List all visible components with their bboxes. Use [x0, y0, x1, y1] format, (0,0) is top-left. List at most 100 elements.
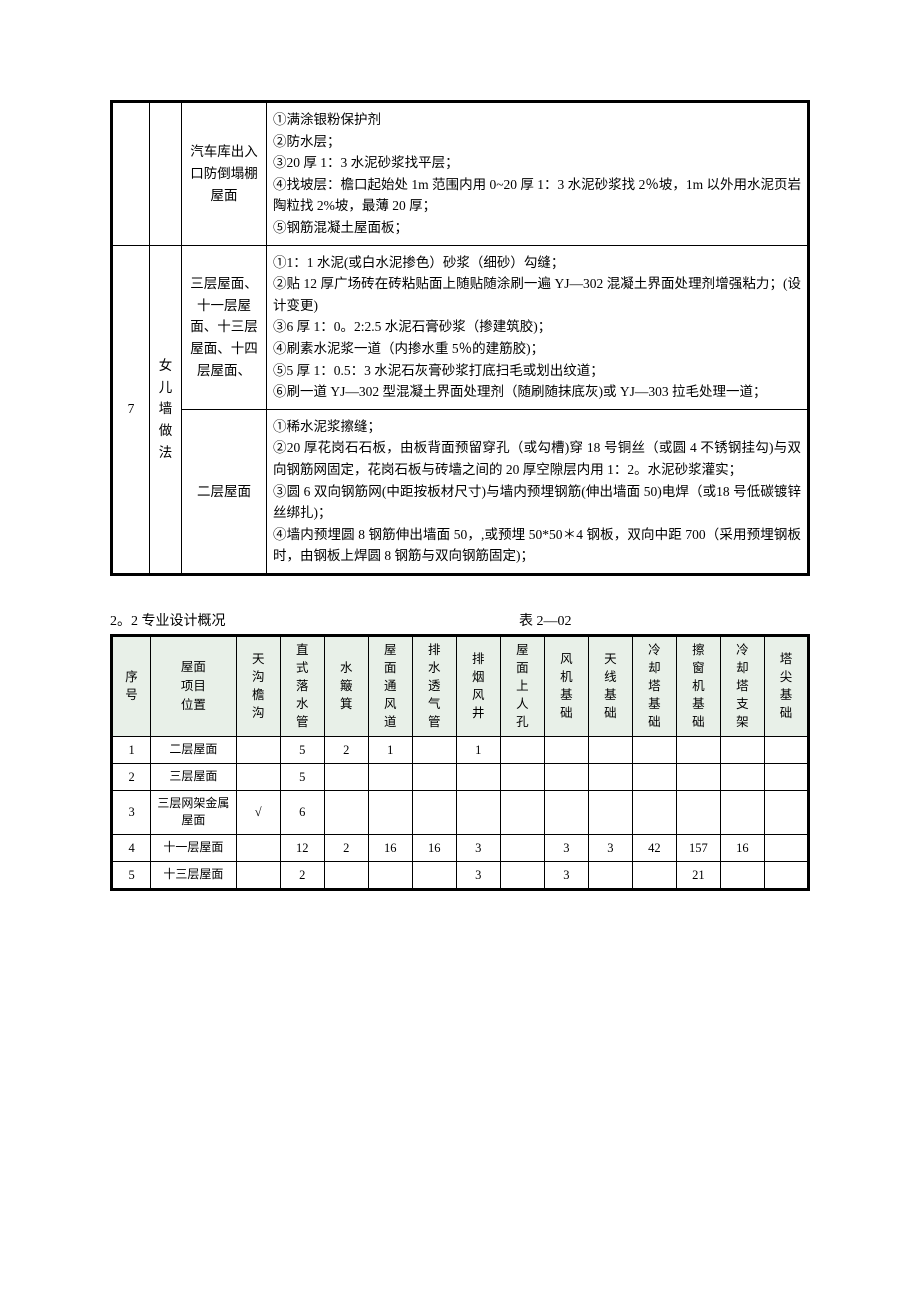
table-cell [544, 763, 588, 790]
table-cell: 十三层屋面 [151, 861, 237, 889]
column-header: 风机基础 [544, 635, 588, 736]
table-cell: 16 [720, 834, 764, 861]
table-cell [632, 790, 676, 834]
table-cell: 12 [280, 834, 324, 861]
table-cell [588, 736, 632, 763]
table-cell [632, 736, 676, 763]
design-overview-table: 序号屋面项目位置天沟檐沟直式落水管水簸箕屋面通风道排水透气管排烟风井屋面上人孔风… [110, 634, 810, 891]
table-cell: √ [236, 790, 280, 834]
table-cell: 2 [324, 834, 368, 861]
table-cell [764, 736, 808, 763]
table-cell [500, 736, 544, 763]
table-cell [720, 736, 764, 763]
table-cell [676, 736, 720, 763]
table-cell [500, 861, 544, 889]
row-location: 三层屋面、十一层屋面、十三层屋面、十四层屋面、 [182, 245, 267, 409]
column-header: 冷却塔基础 [632, 635, 676, 736]
table-cell [544, 790, 588, 834]
table-cell [720, 763, 764, 790]
table-cell: 三层屋面 [151, 763, 237, 790]
table-cell [632, 763, 676, 790]
column-header: 天沟檐沟 [236, 635, 280, 736]
table-cell [324, 763, 368, 790]
table-cell [720, 790, 764, 834]
table-cell [500, 790, 544, 834]
table-cell [324, 790, 368, 834]
table-cell: 3 [588, 834, 632, 861]
table-cell [588, 861, 632, 889]
column-header: 塔尖基础 [764, 635, 808, 736]
table-row: 1二层屋面5211 [112, 736, 809, 763]
table-cell: 3 [112, 790, 151, 834]
column-header: 序号 [112, 635, 151, 736]
table-row: 3三层网架金属屋面√6 [112, 790, 809, 834]
table-cell [412, 861, 456, 889]
table-cell: 16 [412, 834, 456, 861]
table-cell: 1 [368, 736, 412, 763]
table-cell: 三层网架金属屋面 [151, 790, 237, 834]
column-header: 屋面通风道 [368, 635, 412, 736]
column-header: 天线基础 [588, 635, 632, 736]
table-cell: 3 [456, 861, 500, 889]
table-cell [456, 790, 500, 834]
table-cell [676, 763, 720, 790]
table-cell: 十一层屋面 [151, 834, 237, 861]
table-cell [412, 763, 456, 790]
table-cell [368, 763, 412, 790]
table-cell [236, 763, 280, 790]
table-cell [412, 736, 456, 763]
table-cell [544, 736, 588, 763]
table-cell [588, 763, 632, 790]
table-row: 5十三层屋面23321 [112, 861, 809, 889]
table-cell: 1 [112, 736, 151, 763]
table-cell [236, 736, 280, 763]
table-cell [368, 790, 412, 834]
table-cell: 3 [456, 834, 500, 861]
table-cell [764, 790, 808, 834]
row-location: 汽车库出入口防倒塌棚屋面 [182, 102, 267, 246]
row-category [150, 102, 182, 246]
row-index: 7 [112, 245, 150, 574]
row-description: ①1：1 水泥(或白水泥掺色）砂浆（细砂）勾缝； ②贴 12 厚广场砖在砖粘贴面… [267, 245, 809, 409]
table-cell: 157 [676, 834, 720, 861]
table-cell: 5 [280, 736, 324, 763]
table-cell: 6 [280, 790, 324, 834]
row-index [112, 102, 150, 246]
table-cell: 21 [676, 861, 720, 889]
table-cell: 4 [112, 834, 151, 861]
section-title-row: 2。2 专业设计概况 表 2—02 [110, 610, 810, 630]
table-cell [676, 790, 720, 834]
table-cell [456, 763, 500, 790]
column-header: 擦窗机基础 [676, 635, 720, 736]
column-header: 直式落水管 [280, 635, 324, 736]
table-cell [588, 790, 632, 834]
table-cell: 42 [632, 834, 676, 861]
table-cell [764, 834, 808, 861]
table-row: 2三层屋面5 [112, 763, 809, 790]
table-cell [236, 834, 280, 861]
table-cell: 5 [280, 763, 324, 790]
row-description: ①满涂银粉保护剂 ②防水层； ③20 厚 1：3 水泥砂浆找平层； ④找坡层：檐… [267, 102, 809, 246]
table-cell [412, 790, 456, 834]
table-row: 4十一层屋面12216163334215716 [112, 834, 809, 861]
column-header: 屋面项目位置 [151, 635, 237, 736]
column-header: 排烟风井 [456, 635, 500, 736]
table-cell [368, 861, 412, 889]
table-cell [632, 861, 676, 889]
table-cell [764, 861, 808, 889]
row-description: ①稀水泥浆擦缝； ②20 厚花岗石石板，由板背面预留穿孔（或勾槽)穿 18 号铜… [267, 409, 809, 574]
table-cell: 5 [112, 861, 151, 889]
column-header: 屋面上人孔 [500, 635, 544, 736]
table-cell: 2 [324, 736, 368, 763]
table-cell: 1 [456, 736, 500, 763]
table-cell: 16 [368, 834, 412, 861]
column-header: 冷却塔支架 [720, 635, 764, 736]
table-cell [500, 763, 544, 790]
table-cell: 二层屋面 [151, 736, 237, 763]
construction-methods-table: 汽车库出入口防倒塌棚屋面①满涂银粉保护剂 ②防水层； ③20 厚 1：3 水泥砂… [110, 100, 810, 576]
table-cell: 3 [544, 861, 588, 889]
table-cell: 3 [544, 834, 588, 861]
table-cell [500, 834, 544, 861]
table-number-label: 表 2—02 [519, 610, 572, 630]
column-header: 排水透气管 [412, 635, 456, 736]
